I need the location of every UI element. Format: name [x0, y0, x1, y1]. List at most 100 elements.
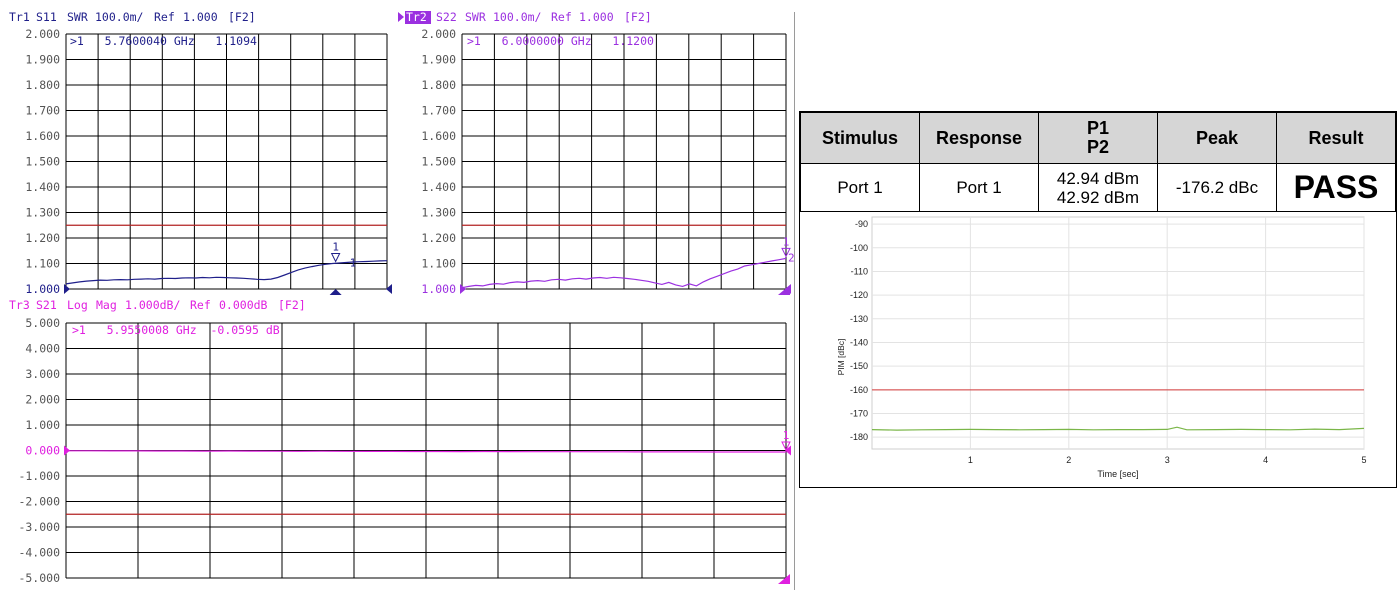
tr2-stimulus-marker-icon [778, 285, 790, 295]
pim-series-line [871, 426, 1365, 431]
tr3-y-tick-label: 3.000 [25, 367, 60, 381]
tr2-y-tick-label: 1.700 [421, 104, 456, 118]
pim-y-tick-label: -120 [850, 290, 868, 300]
tr1-y-tick-label: 1.600 [25, 129, 60, 143]
tr2-label-highlight [405, 11, 431, 24]
tr3-scale: 1.000dB/ [125, 298, 180, 312]
pim-x-tick-label: 5 [1361, 455, 1366, 465]
tr1-y-tick-label: 1.300 [25, 206, 60, 220]
tr2-y-tick-label: 1.500 [421, 155, 456, 169]
header-result: Result [1276, 112, 1396, 164]
tr1-format: SWR [67, 10, 88, 24]
tr3-ref-right-arrow-icon [785, 445, 791, 456]
tr1-trace-line [65, 260, 388, 285]
tr3-y-tick-label: 0.000 [25, 444, 60, 458]
header-p2: P2 [1086, 137, 1110, 157]
tr3-y-tick-label: -3.000 [18, 520, 60, 534]
tr2-y-tick-label: 1.000 [421, 282, 456, 296]
pim-y-tick-label: -150 [850, 361, 868, 371]
tr1-parameter: S11 [36, 10, 57, 24]
pim-y-tick-label: -100 [850, 243, 868, 253]
header-stimulus: Stimulus [800, 112, 920, 164]
tr1-trace-number-label: 1 [350, 257, 357, 270]
tr3-ref-word: Ref [190, 298, 211, 312]
tr2-y-tick-label: 1.900 [421, 53, 456, 67]
pim-x-tick-label: 2 [1066, 455, 1071, 465]
tr3-channel: [F2] [278, 298, 306, 312]
tr3-y-tick-label: -5.000 [18, 571, 60, 585]
vna-display: Tr1 S11 SWR 100.0m/ Ref 1.000 [F2] Tr2 S… [9, 10, 794, 585]
pim-y-tick-label: -140 [850, 337, 868, 347]
tr3-y-tick-label: -2.000 [18, 495, 60, 509]
tr1-y-tick-label: 1.400 [25, 180, 60, 194]
pim-y-tick-label: -170 [850, 408, 868, 418]
pim-y-tick-label: -110 [851, 266, 868, 276]
tr2-label[interactable]: Tr2 [406, 10, 427, 24]
tr3-marker-icon [781, 441, 791, 452]
tr2-y-tick-label: 1.400 [421, 180, 456, 194]
tr3-format-log: Log [67, 298, 88, 312]
tr1-y-tick-label: 1.800 [25, 78, 60, 92]
header-p1-p2: P1 P2 [1038, 112, 1158, 164]
pim-y-tick-label: -130 [850, 314, 868, 324]
tr3-y-tick-label: 4.000 [25, 342, 60, 356]
tr2-y-tick-label: 1.300 [421, 206, 456, 220]
pim-chart: PIM [dBc] Time [sec] 1 2 3 4 5 -90 -100 -110 -12… [836, 216, 1367, 479]
tr1-header: Tr1 S11 SWR 100.0m/ Ref 1.000 [F2] [9, 10, 256, 24]
cell-response: Port 1 [919, 163, 1039, 212]
tr3-marker-label: 1 [783, 429, 790, 442]
tr3-y-tick-label: 2.000 [25, 393, 60, 407]
tr1-y-tick-label: 1.000 [25, 282, 60, 296]
pim-x-tick-label: 3 [1165, 455, 1170, 465]
tr3-y-tick-label: 1.000 [25, 418, 60, 432]
header-peak: Peak [1157, 112, 1277, 164]
pim-results-panel: Stimulus Response P1 P2 Peak Result Port… [799, 111, 1397, 488]
tr2-trace-line [461, 257, 787, 289]
header-response: Response [919, 112, 1039, 164]
tr1-marker-label: 1 [332, 241, 339, 254]
cell-p2: 42.92 dBm [1056, 187, 1140, 207]
pim-x-tick-label: 4 [1263, 455, 1268, 465]
tr1-ref-word: Ref [154, 10, 175, 24]
tr2-header: Tr2 S22 SWR 100.0m/ Ref 1.000 [F2] [398, 10, 652, 24]
tr1-stimulus-marker-icon [329, 289, 342, 295]
pim-y-axis-label: PIM [dBc] [836, 339, 846, 376]
tr3-ref-left-arrow-icon [64, 445, 70, 456]
tr2-y-tick-label: 2.000 [421, 27, 456, 41]
tr1-ref-left-arrow-icon [64, 284, 70, 294]
tr1-y-tick-label: 1.700 [25, 104, 60, 118]
tr3-header: Tr3 S21 Log Mag 1.000dB/ Ref 0.000dB [F2… [9, 298, 306, 312]
tr3-marker-readout: >1 5.9550008 GHz -0.0595 dB [72, 323, 280, 337]
tr2-marker-readout: >1 6.0000000 GHz 1.1200 [467, 34, 654, 48]
tr2-marker-label: 1 [783, 235, 790, 248]
pim-summary-table: Stimulus Response P1 P2 Peak Result Port… [800, 112, 1396, 212]
tr3-plot: 5.000 4.000 3.000 2.000 1.000 0.000 -1.000 -2.0… [18, 316, 791, 585]
tr1-y-tick-label: 1.200 [25, 231, 60, 245]
pim-x-tick-label: 1 [968, 455, 973, 465]
tr3-trace-line [66, 450, 786, 453]
tr2-ref-value: 1.000 [579, 10, 614, 24]
tr1-ref-right-arrow-icon [386, 284, 392, 294]
tr1-y-tick-label: 1.900 [25, 53, 60, 67]
tr1-scale: 100.0m/ [95, 10, 144, 24]
tr1-y-tick-label: 1.100 [25, 257, 60, 271]
tr2-channel: [F2] [624, 10, 652, 24]
tr2-y-tick-label: 1.800 [421, 78, 456, 92]
tr1-label[interactable]: Tr1 [9, 10, 30, 24]
active-trace-arrow-icon [398, 12, 404, 22]
tr1-y-tick-label: 1.500 [25, 155, 60, 169]
tr2-y-tick-label: 1.600 [421, 129, 456, 143]
cell-power: 42.94 dBm 42.92 dBm [1038, 163, 1158, 212]
pim-y-tick-label: -180 [850, 432, 868, 442]
tr3-format-mag: Mag [96, 298, 117, 312]
tr2-format: SWR [465, 10, 486, 24]
panel-divider [794, 12, 795, 590]
tr3-parameter: S21 [36, 298, 57, 312]
tr3-y-tick-label: -4.000 [18, 546, 60, 560]
tr1-channel: [F2] [228, 10, 256, 24]
tr2-plot: 2.000 1.900 1.800 1.700 1.600 1.500 1.400 1.300… [421, 27, 794, 296]
tr2-scale: 100.0m/ [493, 10, 542, 24]
tr2-y-tick-label: 1.200 [421, 231, 456, 245]
tr3-label[interactable]: Tr3 [9, 298, 30, 312]
cell-stimulus: Port 1 [800, 163, 920, 212]
